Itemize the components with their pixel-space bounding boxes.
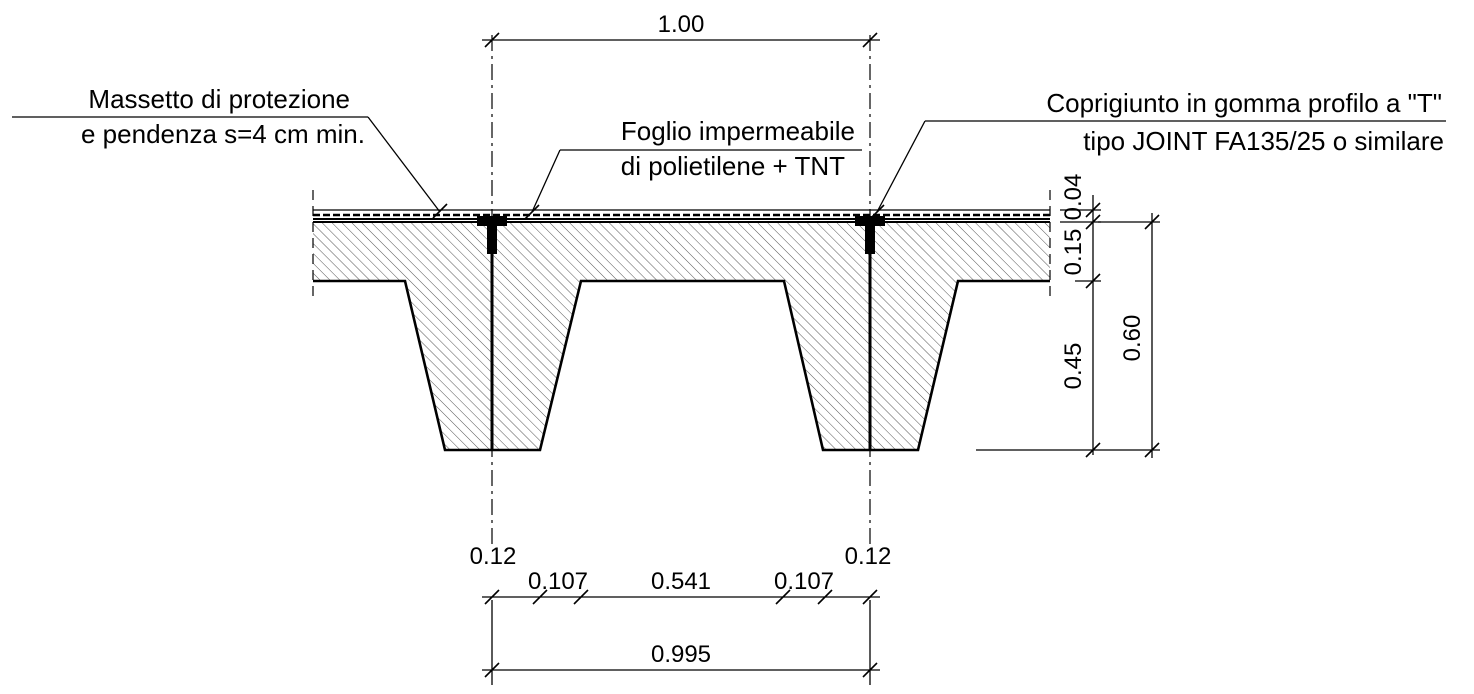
leader-screed — [12, 116, 448, 219]
dim-rib-height: 0.45 — [1060, 343, 1087, 390]
leader-membrane — [524, 149, 862, 220]
dim-top-span: 1.00 — [482, 11, 880, 48]
label-screed-line2: e pendenza s=4 cm min. — [81, 119, 365, 149]
dim-screed-thickness: 0.04 — [1060, 174, 1087, 221]
dim-bottom-span — [482, 600, 880, 685]
label-membrane-line1: Foglio impermeabile — [621, 116, 855, 146]
concrete-outline — [313, 279, 1050, 452]
dim-gap: 0.541 — [651, 568, 711, 595]
label-joint-line2: tipo JOINT FA135/25 o similare — [1083, 126, 1444, 156]
label-joint-line1: Coprigiunto in gomma profilo a "T" — [1046, 88, 1442, 118]
label-membrane-line2: di polietilene + TNT — [621, 151, 845, 181]
dim-taper-left: 0.107 — [528, 568, 588, 595]
dim-rib-right: 0.12 — [845, 543, 892, 570]
dim-top-span-label: 1.00 — [658, 11, 705, 38]
dim-total-height: 0.60 — [1119, 315, 1146, 362]
dim-taper-right: 0.107 — [774, 568, 834, 595]
dim-vertical-total — [976, 213, 1160, 458]
leader-joint-cover — [869, 120, 1446, 220]
t-joint-cover-right — [855, 216, 885, 254]
dim-rib-left: 0.12 — [470, 543, 517, 570]
label-screed-line1: Massetto di protezione — [88, 84, 350, 114]
dim-slab-thickness: 0.15 — [1060, 229, 1087, 276]
concrete-section — [313, 222, 1050, 450]
t-joint-cover-left — [477, 216, 507, 254]
dim-bottom-chain — [482, 589, 880, 605]
dim-bottom-span-label: 0.995 — [651, 641, 711, 668]
